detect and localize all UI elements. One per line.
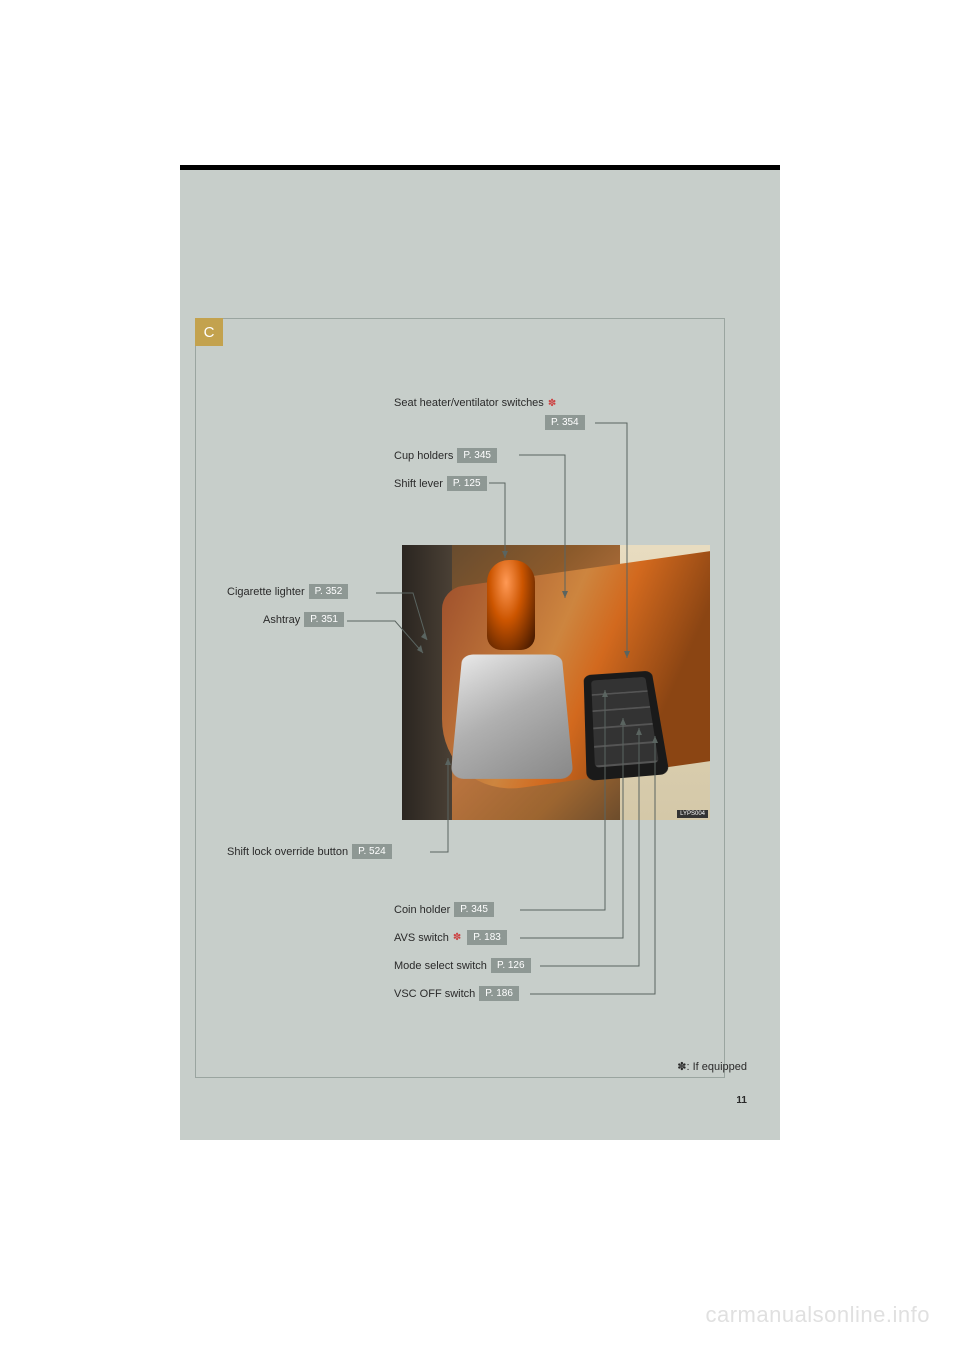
callout-avs-switch: AVS switch✽ P. 183 bbox=[394, 930, 507, 945]
pageref-vsc-off[interactable]: P. 186 bbox=[479, 986, 519, 1001]
pageref-avs-switch[interactable]: P. 183 bbox=[467, 930, 507, 945]
page-number: 11 bbox=[736, 1095, 747, 1106]
pageref-seat-heater[interactable]: P. 354 bbox=[545, 415, 585, 430]
callout-cigarette-lighter: Cigarette lighter P. 352 bbox=[227, 584, 348, 599]
pageref-shift-lock[interactable]: P. 524 bbox=[352, 844, 392, 859]
pageref-coin-holder[interactable]: P. 345 bbox=[454, 902, 494, 917]
pageref-ashtray[interactable]: P. 351 bbox=[304, 612, 344, 627]
watermark: carmanualsonline.info bbox=[705, 1302, 930, 1328]
pageref-mode-select[interactable]: P. 126 bbox=[491, 958, 531, 973]
callout-seat-heater: Seat heater/ventilator switches✽ bbox=[394, 397, 556, 409]
pageref-cup-holders[interactable]: P. 345 bbox=[457, 448, 497, 463]
center-console-photo: LYPS004 bbox=[402, 545, 710, 820]
pageref-cigarette-lighter[interactable]: P. 352 bbox=[309, 584, 349, 599]
section-tab: C bbox=[195, 318, 223, 346]
pageref-shift-lever[interactable]: P. 125 bbox=[447, 476, 487, 491]
callout-vsc-off: VSC OFF switch P. 186 bbox=[394, 986, 519, 1001]
callout-coin-holder: Coin holder P. 345 bbox=[394, 902, 494, 917]
callout-cup-holders: Cup holders P. 345 bbox=[394, 448, 497, 463]
footnote-equipped: ✽: If equipped bbox=[677, 1060, 747, 1073]
callout-mode-select: Mode select switch P. 126 bbox=[394, 958, 531, 973]
photo-code-label: LYPS004 bbox=[677, 810, 708, 818]
callout-ashtray: Ashtray P. 351 bbox=[263, 612, 344, 627]
callout-shift-lock: Shift lock override button P. 524 bbox=[227, 844, 392, 859]
callout-shift-lever: Shift lever P. 125 bbox=[394, 476, 487, 491]
